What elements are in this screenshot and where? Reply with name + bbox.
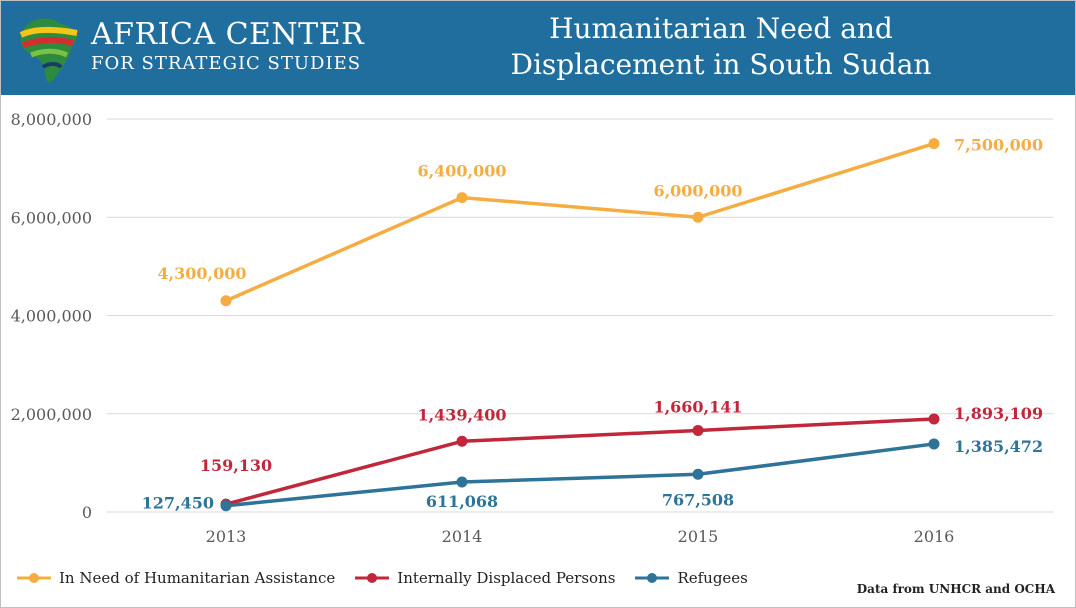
legend-swatch-icon	[635, 573, 670, 583]
x-tick-label: 2016	[914, 527, 955, 546]
data-point	[928, 138, 940, 150]
logo-subtitle: FOR STRATEGIC STUDIES	[91, 53, 362, 74]
chart-title: Humanitarian Need and Displacement in So…	[471, 11, 971, 83]
legend-item: Refugees	[633, 569, 748, 587]
data-point	[456, 476, 468, 488]
data-point	[928, 438, 940, 450]
data-point	[456, 192, 468, 204]
y-tick-label: 8,000,000	[11, 110, 92, 129]
data-label: 159,130	[200, 456, 272, 475]
chart-title-line2: Displacement in South Sudan	[510, 48, 932, 81]
x-tick-label: 2014	[442, 527, 483, 546]
y-tick-label: 0	[82, 503, 92, 522]
legend-label: Refugees	[677, 569, 748, 587]
data-point	[456, 435, 468, 447]
data-label: 611,068	[426, 492, 498, 511]
data-point	[220, 500, 232, 512]
chart-title-line1: Humanitarian Need and	[549, 12, 893, 45]
data-label: 7,500,000	[954, 136, 1043, 155]
x-tick-label: 2015	[678, 527, 719, 546]
data-label: 1,385,472	[954, 437, 1043, 456]
data-point	[692, 468, 704, 480]
data-point	[692, 211, 704, 223]
source-note: Data from UNHCR and OCHA	[856, 582, 1055, 596]
header-banner: AFRICA CENTER FOR STRATEGIC STUDIES Huma…	[1, 1, 1075, 95]
data-label: 1,439,400	[417, 405, 506, 424]
series-line-2	[225, 417, 935, 506]
legend-label: Internally Displaced Persons	[397, 569, 616, 587]
line-chart: 0 2,000,000 4,000,000 6,000,000 8,000,000 201…	[11, 110, 1053, 546]
africa-map-logo-icon	[19, 18, 78, 83]
data-label: 767,508	[662, 490, 734, 509]
y-tick-label: 2,000,000	[11, 405, 92, 424]
legend-label: In Need of Humanitarian Assistance	[59, 569, 336, 587]
chart-legend: In Need of Humanitarian Assistance Intern…	[15, 567, 766, 589]
data-label: 1,893,109	[954, 404, 1043, 423]
y-tick-label: 6,000,000	[11, 208, 92, 227]
logo-title: AFRICA CENTER	[91, 17, 365, 52]
data-label: 4,300,000	[157, 264, 246, 283]
data-label: 6,400,000	[417, 162, 506, 181]
legend-swatch-icon	[355, 573, 390, 583]
series-line-1	[225, 141, 935, 303]
legend-item: Internally Displaced Persons	[353, 569, 615, 587]
legend-swatch-icon	[17, 573, 51, 583]
y-tick-label: 4,000,000	[11, 307, 92, 326]
x-tick-label: 2013	[206, 527, 247, 546]
data-point	[928, 413, 940, 425]
data-label: 127,450	[142, 494, 214, 513]
data-point	[692, 424, 704, 436]
data-point	[220, 295, 232, 307]
series-line-3	[225, 442, 935, 508]
data-label: 1,660,141	[653, 397, 742, 416]
data-label: 6,000,000	[653, 181, 742, 200]
legend-item: In Need of Humanitarian Assistance	[15, 569, 335, 587]
